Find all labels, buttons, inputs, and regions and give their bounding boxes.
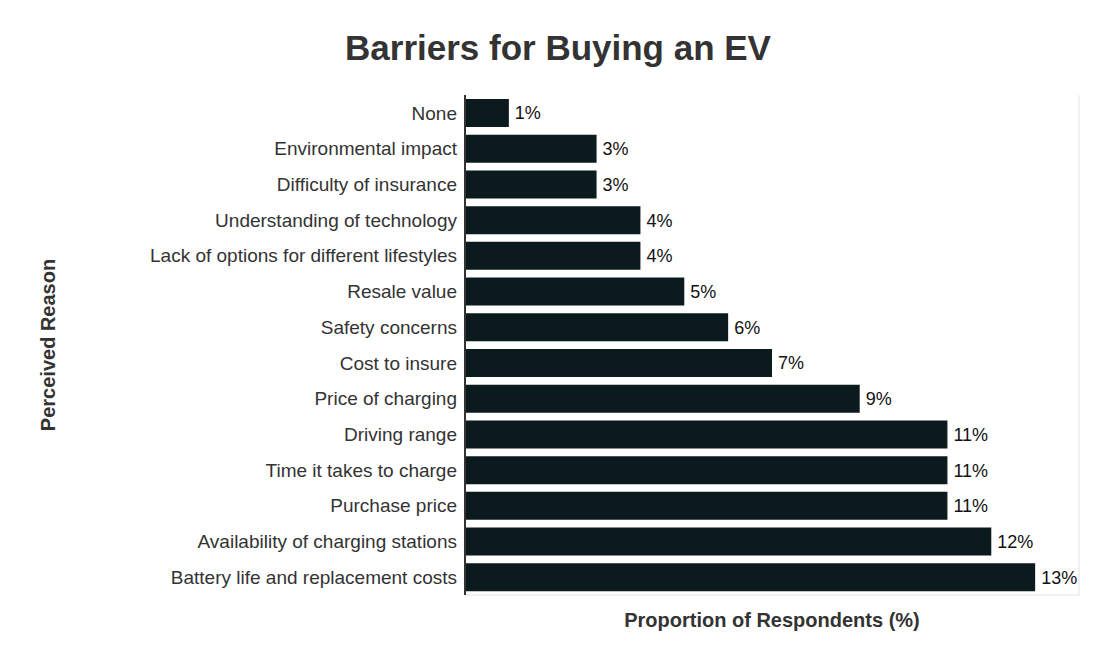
- svg-text:13%: 13%: [1041, 568, 1077, 588]
- svg-text:4%: 4%: [646, 211, 672, 231]
- svg-text:None: None: [412, 103, 457, 124]
- svg-text:Lack of options for different: Lack of options for different lifestyles: [150, 245, 457, 266]
- svg-text:Proportion of Respondents (%): Proportion of Respondents (%): [624, 609, 920, 631]
- svg-text:Cost to insure: Cost to insure: [340, 353, 457, 374]
- svg-text:Driving range: Driving range: [344, 424, 457, 445]
- svg-text:Resale value: Resale value: [347, 281, 457, 302]
- svg-text:3%: 3%: [603, 139, 629, 159]
- svg-text:4%: 4%: [646, 246, 672, 266]
- svg-text:3%: 3%: [603, 175, 629, 195]
- svg-text:Battery life and replacement c: Battery life and replacement costs: [171, 567, 457, 588]
- svg-text:Difficulty of insurance: Difficulty of insurance: [277, 174, 457, 195]
- svg-text:6%: 6%: [734, 318, 760, 338]
- svg-text:Price of charging: Price of charging: [314, 388, 457, 409]
- svg-text:Environmental impact: Environmental impact: [274, 138, 457, 159]
- svg-text:7%: 7%: [778, 353, 804, 373]
- svg-text:Time it takes to charge: Time it takes to charge: [266, 460, 457, 481]
- svg-text:11%: 11%: [953, 496, 988, 516]
- svg-text:1%: 1%: [515, 103, 541, 123]
- svg-text:Availability of charging stati: Availability of charging stations: [198, 531, 457, 552]
- svg-text:Safety concerns: Safety concerns: [321, 317, 457, 338]
- svg-text:5%: 5%: [690, 282, 716, 302]
- svg-text:11%: 11%: [953, 461, 988, 481]
- svg-text:11%: 11%: [953, 425, 988, 445]
- svg-text:Purchase price: Purchase price: [330, 495, 457, 516]
- svg-text:12%: 12%: [997, 532, 1033, 552]
- html-text:Barriers for Buying an EV: Barriers for Buying an EV: [345, 28, 771, 67]
- svg-text:Understanding of technology: Understanding of technology: [215, 210, 457, 231]
- svg-text:9%: 9%: [866, 389, 892, 409]
- svg-text:Perceived Reason: Perceived Reason: [37, 259, 59, 431]
